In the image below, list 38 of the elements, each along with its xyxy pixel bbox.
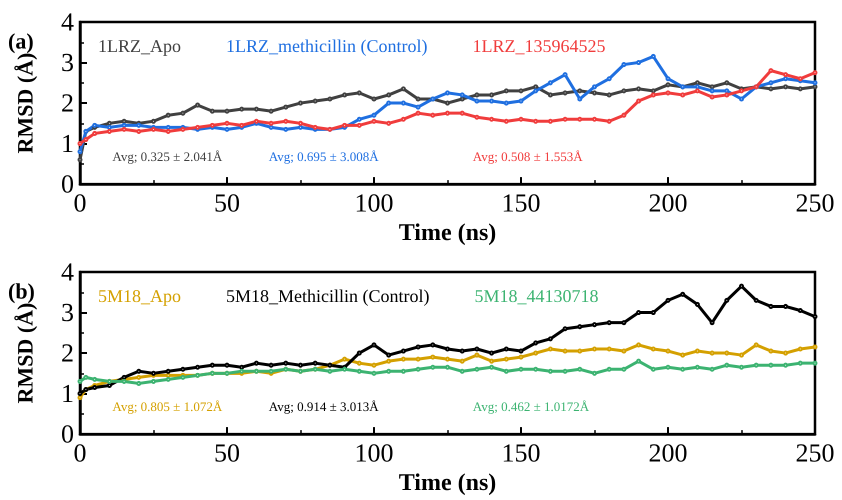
y-axis-title: RMSD (Å) [12,302,38,404]
x-tick-label: 100 [354,438,394,468]
annotation: Avg; 0.805 ± 1.072Å [112,399,223,414]
x-tick-label: 50 [214,438,240,468]
y-tick-label: 0 [61,170,74,199]
text: 5M18_Apo [98,286,182,306]
x-tick-label: 200 [648,188,688,218]
x-tick-label: 150 [502,188,540,218]
text: 5M18_Methicillin (Control) [226,286,430,306]
y-tick-label: 1 [61,129,74,158]
y-tick-label: 4 [61,258,74,286]
text: (a) [8,28,34,54]
x-tick-label: 250 [796,438,834,468]
text: 5M18_44130718 [474,286,599,306]
text: 1LRZ_methicillin (Control) [226,36,428,56]
x-tick-label: 200 [648,438,688,468]
text: 1LRZ_135964525 [472,36,606,56]
text: (b) [8,278,35,304]
y-axis-title: RMSD (Å) [12,52,38,154]
x-tick-label: 50 [214,188,240,218]
y-tick-label: 1 [61,379,74,408]
x-axis-title: Time (ns) [398,470,496,496]
x-axis-title: Time (ns) [398,220,496,246]
y-tick-label: 2 [61,338,74,368]
text: 1LRZ_Apo [98,36,181,56]
y-tick-label: 0 [61,420,74,449]
annotation: Avg; 0.695 ± 3.008Å [268,149,380,164]
x-tick-label: 150 [502,438,540,468]
y-tick-label: 2 [61,88,74,118]
annotation: Avg; 0.462 ± 1.0172Å [472,399,590,414]
y-tick-label: 3 [61,48,74,78]
annotation: Avg; 0.914 ± 3.013Å [268,399,380,414]
annotation: Avg; 0.508 ± 1.553Å [472,149,584,164]
y-tick-label: 3 [61,298,74,328]
annotation: Avg; 0.325 ± 2.041Å [112,149,223,164]
x-tick-label: 100 [354,188,394,218]
x-tick-label: 250 [796,188,834,218]
y-tick-label: 4 [61,8,74,36]
